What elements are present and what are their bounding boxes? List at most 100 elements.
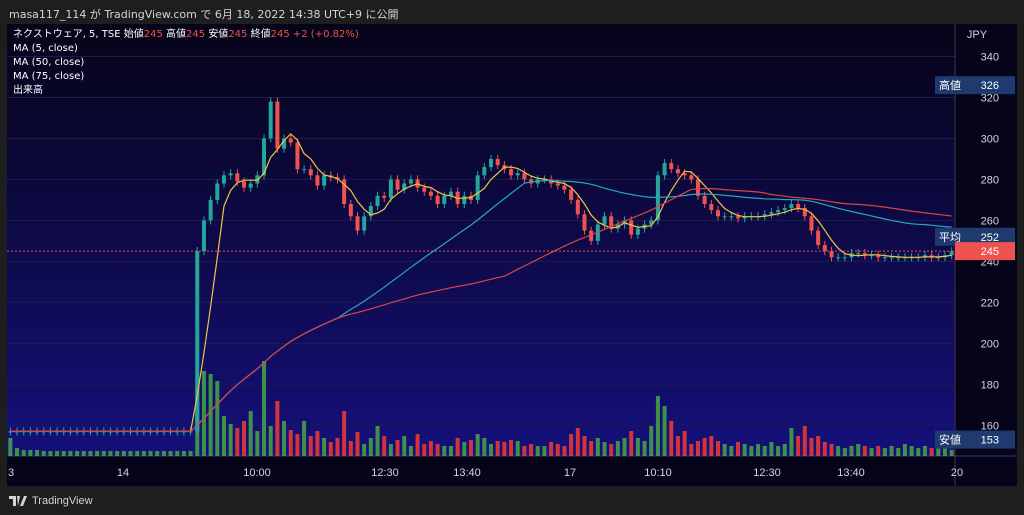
volume-bar [689, 444, 694, 456]
y-tick-label: 220 [981, 297, 999, 309]
volume-bar [41, 451, 46, 456]
volume-bar [949, 450, 954, 456]
volume-bar [208, 374, 213, 456]
volume-bar [802, 426, 807, 456]
candle-body [569, 189, 574, 200]
tradingview-logo[interactable]: TradingView [9, 495, 93, 507]
candle-body [402, 183, 407, 190]
volume-bar [729, 446, 734, 456]
candle-body [495, 158, 500, 166]
legend-ma5[interactable]: MA (5, close) [13, 43, 78, 54]
volume-bar [135, 451, 140, 456]
volume-bar [21, 450, 26, 456]
volume-bar [241, 421, 247, 456]
volume-bar [108, 451, 113, 456]
candle-body [602, 216, 607, 225]
volume-bar [675, 436, 680, 456]
volume-bar [141, 451, 146, 456]
volume-bar [415, 434, 420, 456]
volume-bar [448, 446, 453, 456]
candle-body [889, 257, 894, 259]
volume-bar [255, 431, 260, 456]
volume-bar [722, 444, 727, 456]
candle-body [542, 179, 547, 181]
volume-bar [922, 446, 927, 456]
candle-body [288, 138, 293, 143]
legend-ma50[interactable]: MA (50, close) [13, 57, 85, 68]
legend-ma75[interactable]: MA (75, close) [13, 71, 85, 82]
volume-bar [762, 446, 767, 456]
volume-bar [542, 446, 547, 456]
candle-body [842, 257, 847, 259]
volume-bar [435, 444, 440, 456]
volume-bar [175, 451, 180, 456]
x-tick-label: 14 [117, 467, 129, 479]
y-tick-label: 260 [981, 215, 999, 227]
candle-body [408, 179, 413, 184]
candle-body [195, 251, 200, 432]
volume-bar [408, 446, 413, 456]
candle-body [235, 173, 240, 182]
price-tag-value: 245 [981, 246, 999, 258]
volume-bar [555, 444, 560, 456]
x-tick-label: 10:10 [644, 467, 672, 479]
candle-body [856, 253, 861, 255]
legend-close-label: 終値 [250, 29, 271, 40]
legend-open-label: 始値 [123, 29, 144, 40]
price-tag-bg [935, 430, 1015, 449]
volume-bar [929, 448, 934, 456]
volume-bar [128, 451, 133, 456]
x-tick-label: 17 [564, 467, 576, 479]
volume-bar [302, 421, 307, 456]
volume-bar [489, 444, 494, 456]
volume-bar [522, 446, 527, 456]
candle-body [268, 101, 273, 139]
x-tick-label: 13:40 [453, 467, 481, 479]
candle-body [442, 195, 447, 204]
candle-body [295, 142, 300, 170]
volume-bar [295, 434, 300, 456]
volume-bar [268, 426, 273, 456]
volume-bar [48, 451, 53, 456]
chart-area[interactable]: 160 180 200 220 240 260 280 300 320 340 JPY 3 14 10:0… [7, 24, 1017, 486]
y-tick-label: 340 [981, 51, 999, 63]
candle-body [949, 251, 954, 256]
candle-body [829, 251, 834, 258]
candle-body [695, 179, 700, 196]
volume-bar [642, 441, 647, 456]
candle-body [689, 175, 694, 180]
volume-bar [896, 448, 901, 456]
legend-ohlc-row: ネクストウェア, 5, TSE 始値245 高値245 安値245 終値245 … [13, 28, 359, 42]
x-tick-label: 10:00 [243, 467, 271, 479]
volume-bar [809, 438, 814, 456]
candle-body [355, 216, 360, 231]
volume-bar [228, 424, 233, 456]
volume-bar [529, 444, 534, 456]
candle-body [308, 169, 313, 176]
volume-bar [582, 436, 587, 456]
y-tick-label: 320 [981, 92, 999, 104]
candle-body [428, 191, 433, 196]
legend-volume[interactable]: 出来高 [13, 85, 43, 96]
volume-bar [282, 421, 287, 456]
volume-bar [715, 441, 721, 456]
volume-bar [422, 444, 427, 456]
volume-bar [262, 361, 267, 456]
price-tag-label: 平均 [939, 231, 961, 244]
volume-bar [235, 428, 240, 456]
volume-bar [562, 446, 567, 456]
candle-body [515, 173, 520, 176]
legend-low-value: 245 [228, 29, 248, 40]
volume-bar [942, 448, 947, 456]
candle-body [702, 195, 707, 204]
candle-body [929, 255, 934, 258]
x-tick-label: 3 [8, 467, 14, 479]
candle-body [809, 216, 814, 231]
candle-body [509, 169, 514, 176]
legend-symbol: ネクストウェア, 5, TSE [13, 29, 121, 40]
price-tag-label: 安値 [939, 433, 961, 447]
volume-bar [862, 446, 867, 456]
candle-body [882, 257, 887, 259]
y-tick-label: 300 [981, 133, 999, 145]
